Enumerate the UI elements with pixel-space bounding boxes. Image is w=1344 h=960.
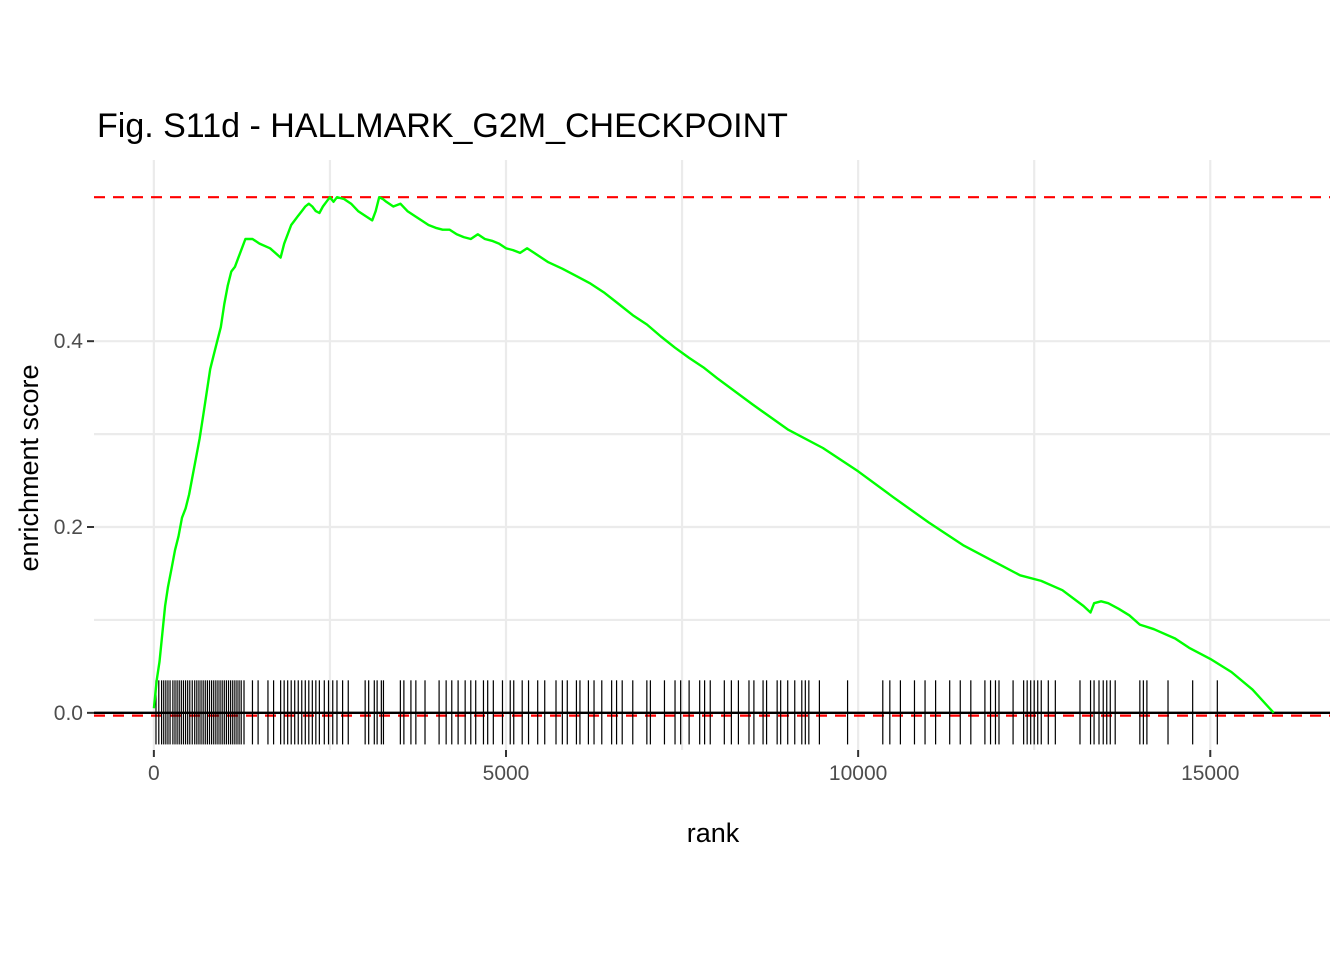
x-tick-label: 5000 [483, 762, 530, 785]
y-tick-label: 0.2 [54, 516, 83, 539]
y-tick-label: 0.0 [54, 702, 83, 725]
x-tick-label: 10000 [829, 762, 887, 785]
chart-title: Fig. S11d - HALLMARK_G2M_CHECKPOINT [97, 107, 788, 145]
reference-lines [94, 196, 1330, 717]
x-axis-title: rank [687, 818, 740, 848]
y-tick-label: 0.4 [54, 330, 84, 353]
y-axis-title: enrichment score [14, 364, 44, 571]
axes: 0 5000 10000 15000 0.0 0.2 0.4 [54, 330, 1240, 785]
x-tick-label: 15000 [1181, 762, 1239, 785]
hit-rug [155, 680, 1218, 745]
enrichment-curve-layer [152, 195, 1275, 714]
x-tick-label: 0 [148, 762, 160, 785]
grid-lines [94, 160, 1330, 750]
enrichment-curve [152, 195, 1275, 714]
